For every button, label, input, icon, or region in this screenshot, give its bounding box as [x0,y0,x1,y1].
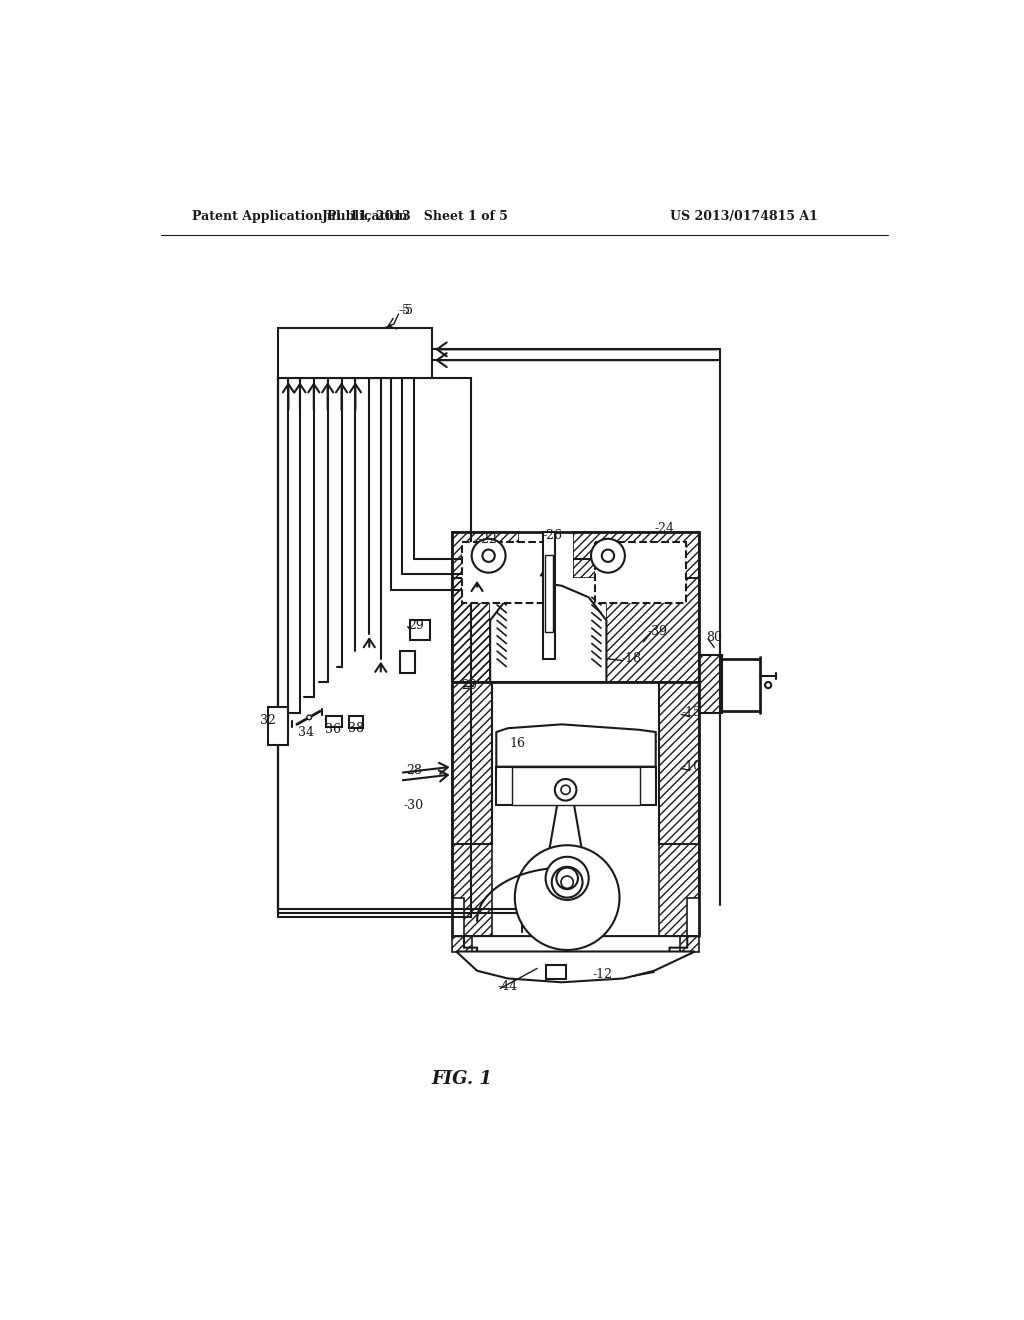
Bar [543,532,555,659]
Text: 28: 28 [407,764,422,777]
Circle shape [556,867,578,890]
Text: 34: 34 [298,726,314,739]
Circle shape [307,715,311,719]
FancyBboxPatch shape [595,543,686,603]
Text: -26: -26 [543,529,562,543]
Text: 38: 38 [348,722,364,735]
Text: US 2013/0174815 A1: US 2013/0174815 A1 [670,210,817,223]
Circle shape [515,845,620,950]
Circle shape [591,539,625,573]
Polygon shape [457,952,695,982]
Bar [326,715,342,726]
Bar [658,682,698,843]
Circle shape [472,539,506,573]
Bar [453,682,493,843]
Circle shape [765,682,771,688]
Text: Jul. 11, 2013   Sheet 1 of 5: Jul. 11, 2013 Sheet 1 of 5 [322,210,509,223]
Polygon shape [453,936,698,978]
Circle shape [561,785,570,795]
Text: 14: 14 [539,783,555,796]
Bar [519,532,573,632]
Polygon shape [547,800,585,867]
Text: 16: 16 [509,737,525,750]
FancyBboxPatch shape [462,543,550,603]
Bar [400,651,416,673]
Bar [497,767,655,805]
Text: 36: 36 [325,723,341,737]
Bar [512,767,640,805]
Text: Patent Application Publication: Patent Application Publication [193,210,408,223]
Text: 32: 32 [260,714,275,727]
Circle shape [602,549,614,562]
Text: -22: -22 [477,533,497,546]
Bar [545,554,553,632]
Circle shape [555,779,577,800]
Bar [698,655,722,713]
Circle shape [552,867,583,898]
Text: -15: -15 [681,706,701,719]
Text: 20: 20 [462,680,477,693]
Text: -5: -5 [398,305,411,317]
Text: 29: 29 [408,619,424,631]
Bar [279,327,432,378]
Text: -44: -44 [497,979,517,993]
Bar [453,578,493,682]
Text: -12: -12 [593,968,612,981]
Text: -24: -24 [654,521,674,535]
Text: -39: -39 [648,626,668,639]
Bar [680,936,698,952]
Bar [267,706,288,744]
Circle shape [546,857,589,900]
Bar [490,578,606,682]
Bar [349,715,364,729]
Text: -30: -30 [403,799,424,812]
Text: FIG. 1: FIG. 1 [431,1069,493,1088]
Bar [698,655,722,713]
Circle shape [482,549,495,562]
Bar [410,619,430,640]
Polygon shape [497,725,655,767]
Text: -10: -10 [681,760,701,774]
Bar [279,378,471,917]
Bar [453,936,472,952]
Polygon shape [490,583,606,682]
Text: 80: 80 [707,631,723,644]
Text: -18: -18 [622,652,642,665]
Circle shape [561,876,573,888]
Bar [493,682,658,843]
Bar [547,965,565,979]
Text: -5: -5 [401,304,414,317]
